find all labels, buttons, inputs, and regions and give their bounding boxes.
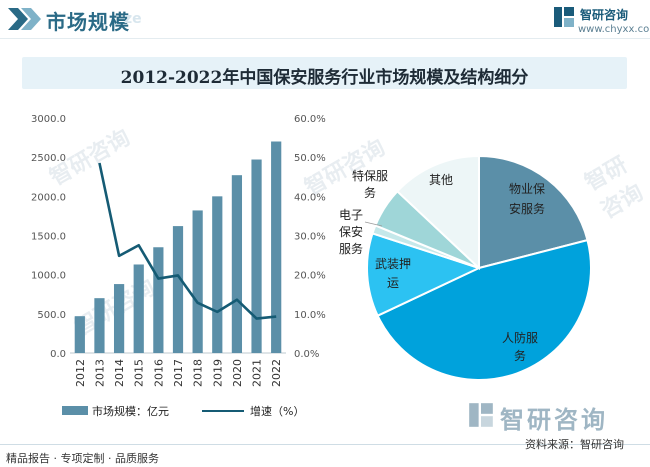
x-axis-tick-label: 2018 <box>192 359 205 387</box>
brand-logo-icon <box>554 7 574 27</box>
pie-slice-label: 保安 <box>339 224 363 239</box>
chart-legend: 市场规模：亿元 增速（%） <box>62 403 305 419</box>
left-axis-tick-label: 0.0 <box>50 349 66 360</box>
left-axis-tick-label: 1500.0 <box>31 232 66 243</box>
legend-swatch-line <box>202 410 244 412</box>
bar <box>251 159 262 353</box>
title-band <box>22 57 627 89</box>
pie-slice <box>395 154 480 271</box>
pie-slice <box>366 232 482 318</box>
legend-label-line: 增速（%） <box>250 405 305 418</box>
right-axis-tick-label: 40.0% <box>294 192 326 203</box>
header-title: 市场规模 <box>46 10 130 34</box>
bar <box>172 226 184 353</box>
right-axis-tick-label: 0.0% <box>294 349 319 360</box>
brand-logo-url: www.chyxx.com <box>578 24 650 35</box>
bar <box>94 298 105 353</box>
watermark-logo: 智研咨询 <box>468 400 638 434</box>
legend-swatch-bar <box>62 406 88 415</box>
right-axis-tick-label: 30.0% <box>294 232 326 243</box>
watermark-logo-icon <box>469 403 493 427</box>
footer-source: 资料来源：智研咨询 <box>525 438 624 451</box>
x-axis-tick-label: 2015 <box>133 359 146 387</box>
pie-slice-label: 人防服 <box>502 330 538 345</box>
pie-slice-label: 电子 <box>339 208 363 222</box>
left-axis-tick-label: 2500.0 <box>31 153 66 164</box>
pie-slice-label: 服务 <box>339 241 363 256</box>
brand-logo-name: 智研咨询 <box>580 8 629 22</box>
footer-divider <box>0 444 650 445</box>
pie-slice-label: 运 <box>387 276 399 290</box>
bar <box>74 316 85 353</box>
bar <box>133 264 144 353</box>
bar <box>113 284 125 353</box>
right-axis-tick-label: 20.0% <box>294 271 326 282</box>
pie-slice <box>478 154 589 270</box>
x-axis-tick-label: 2020 <box>231 359 244 387</box>
pie-slice <box>376 238 592 381</box>
pie-slice-label: 务 <box>514 348 526 363</box>
pie-slice-label: 安服务 <box>509 201 545 216</box>
header-bar: 市场规模 ze 智研咨询 www.chyxx.com <box>0 0 650 40</box>
pie-slice-label: 其他 <box>429 173 453 187</box>
pie-slice-label: 物业保 <box>509 182 545 196</box>
left-axis-tick-label: 500.0 <box>37 310 66 321</box>
pie-slice-label: 武装押 <box>375 257 411 271</box>
x-axis-tick-label: 2019 <box>211 359 224 387</box>
x-axis-tick-label: 2012 <box>74 359 87 387</box>
bar <box>271 141 282 353</box>
x-axis-tick-label: 2022 <box>270 359 283 387</box>
right-axis-tick-label: 10.0% <box>294 310 326 321</box>
bar <box>153 247 164 353</box>
x-axis-tick-label: 2016 <box>152 359 165 387</box>
legend-label-bar: 市场规模：亿元 <box>92 405 169 418</box>
pie-leader-line <box>364 221 383 227</box>
watermark-logo-text: 智研咨询 <box>500 406 608 434</box>
x-axis-tick-label: 2014 <box>113 359 126 387</box>
left-axis-tick-label: 3000.0 <box>31 114 66 125</box>
right-axis-tick-label: 50.0% <box>294 153 326 164</box>
left-axis-tick-label: 2000.0 <box>31 192 66 203</box>
x-axis-tick-label: 2021 <box>251 359 264 387</box>
growth-line <box>98 162 277 320</box>
bar <box>231 175 243 353</box>
footer-slogan: 精品报告 · 专项定制 · 品质服务 <box>6 452 159 465</box>
bar <box>212 196 223 353</box>
chart-title: 2012-2022年中国保安服务行业市场规模及结构细分 <box>120 68 529 88</box>
x-axis-tick-label: 2017 <box>172 359 185 387</box>
right-axis-tick-label: 60.0% <box>294 114 326 125</box>
header-divider <box>0 38 650 39</box>
header-watermark-suffix: ze <box>124 11 142 27</box>
double-chevron-icon <box>8 8 41 30</box>
bar <box>192 210 203 353</box>
pie-slice-label: 务 <box>364 185 376 200</box>
x-axis-tick-label: 2013 <box>93 359 106 387</box>
left-axis-tick-label: 1000.0 <box>31 271 66 282</box>
pie-slice-label: 特保服 <box>352 168 388 183</box>
